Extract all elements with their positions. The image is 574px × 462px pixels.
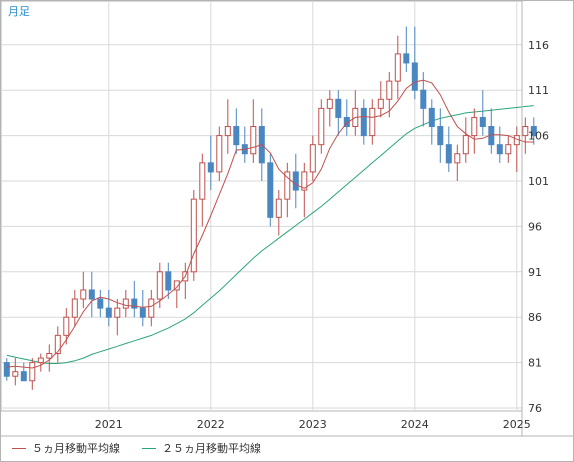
x-tick-label: 2025 — [503, 418, 531, 431]
candle-body-down — [97, 298, 104, 309]
candle-body-up — [505, 144, 512, 155]
candle-body-up — [522, 126, 529, 137]
y-tick-label: 81 — [528, 357, 542, 370]
candle-body-up — [462, 135, 469, 155]
candle-body-up — [54, 334, 61, 355]
y-tick-label: 76 — [528, 402, 542, 415]
legend-label-ma5: ５ヵ月移動平均線 — [32, 442, 120, 455]
candle-body-down — [165, 271, 172, 291]
candle-body-up — [377, 98, 384, 109]
ma5-layer — [6, 79, 534, 369]
candle-body-down — [139, 307, 146, 318]
y-tick-label: 111 — [528, 84, 549, 97]
candle-body-up — [199, 162, 206, 200]
y-tick-label: 106 — [528, 130, 549, 143]
y-tick-label: 116 — [528, 39, 549, 52]
candle-body-up — [71, 298, 78, 318]
legend-swatch-ma25 — [142, 447, 156, 449]
ma5-line — [6, 79, 534, 369]
candle-body-down — [428, 107, 435, 128]
legend-swatch-ma5 — [12, 447, 26, 449]
ma25-layer — [6, 105, 534, 364]
y-tick-label: 101 — [528, 175, 549, 188]
candle-body-up — [216, 135, 223, 173]
legend-item-ma25: ２５ヵ月移動平均線 — [142, 440, 261, 456]
candle-body-down — [403, 53, 410, 64]
candles-layer — [3, 26, 537, 390]
candle-body-down — [437, 126, 444, 146]
candle-body-up — [386, 80, 393, 100]
candle-body-up — [173, 280, 180, 291]
candle-body-up — [80, 289, 87, 300]
candle-body-up — [394, 53, 401, 82]
candle-body-down — [360, 107, 367, 137]
x-tick-label: 2022 — [197, 418, 225, 431]
candle-body-down — [131, 298, 138, 309]
candle-body-up — [29, 362, 36, 382]
ma25-line — [6, 105, 534, 364]
candle-body-down — [411, 62, 418, 91]
x-tick-label: 2021 — [95, 418, 123, 431]
candle-body-up — [63, 316, 70, 336]
candle-body-up — [275, 198, 282, 218]
candle-body-up — [122, 298, 129, 309]
candle-body-up — [326, 98, 333, 109]
candle-body-down — [496, 144, 503, 155]
legend: ５ヵ月移動平均線 ２５ヵ月移動平均線 — [12, 440, 261, 456]
candle-body-down — [20, 371, 27, 382]
candle-body-up — [301, 171, 308, 191]
candle-body-up — [114, 307, 121, 318]
plot-border — [0, 0, 523, 412]
legend-label-ma25: ２５ヵ月移動平均線 — [162, 442, 261, 455]
legend-item-ma5: ５ヵ月移動平均線 — [12, 440, 120, 456]
candle-body-down — [267, 162, 274, 218]
candle-body-up — [12, 371, 19, 377]
candle-body-up — [156, 271, 163, 300]
y-tick-label: 96 — [528, 220, 542, 233]
period-label: 月足 — [8, 5, 30, 18]
grid-lines — [0, 0, 523, 412]
candle-body-down — [233, 126, 240, 146]
candle-body-down — [420, 89, 427, 109]
candle-body-up — [250, 126, 257, 155]
candle-body-up — [37, 357, 44, 364]
x-tick-label: 2024 — [401, 418, 429, 431]
candle-body-up — [309, 144, 316, 173]
candle-body-down — [343, 116, 350, 128]
x-tick-label: 2023 — [299, 418, 327, 431]
axis-layer: 76 81 86 91 96 101 106 111 116 2021 2022 2023 2024 20… — [0, 0, 574, 437]
candle-body-up — [148, 298, 155, 318]
candle-body-down — [445, 144, 452, 164]
candle-body-up — [46, 353, 53, 359]
candle-body-up — [190, 198, 197, 273]
candle-body-down — [292, 171, 299, 191]
candle-body-up — [471, 116, 478, 137]
y-tick-label: 86 — [528, 311, 542, 324]
candle-body-down — [207, 162, 214, 173]
candle-body-up — [318, 107, 325, 146]
candle-body-down — [105, 307, 112, 318]
candle-body-up — [369, 107, 376, 137]
candle-body-down — [530, 126, 537, 137]
candle-body-down — [3, 362, 10, 377]
candle-body-up — [284, 171, 291, 200]
candle-body-down — [335, 98, 342, 118]
candle-body-up — [454, 153, 461, 164]
y-tick-label: 91 — [528, 266, 542, 279]
candle-body-down — [88, 289, 95, 300]
candle-body-up — [224, 126, 231, 137]
candle-body-down — [479, 116, 486, 128]
